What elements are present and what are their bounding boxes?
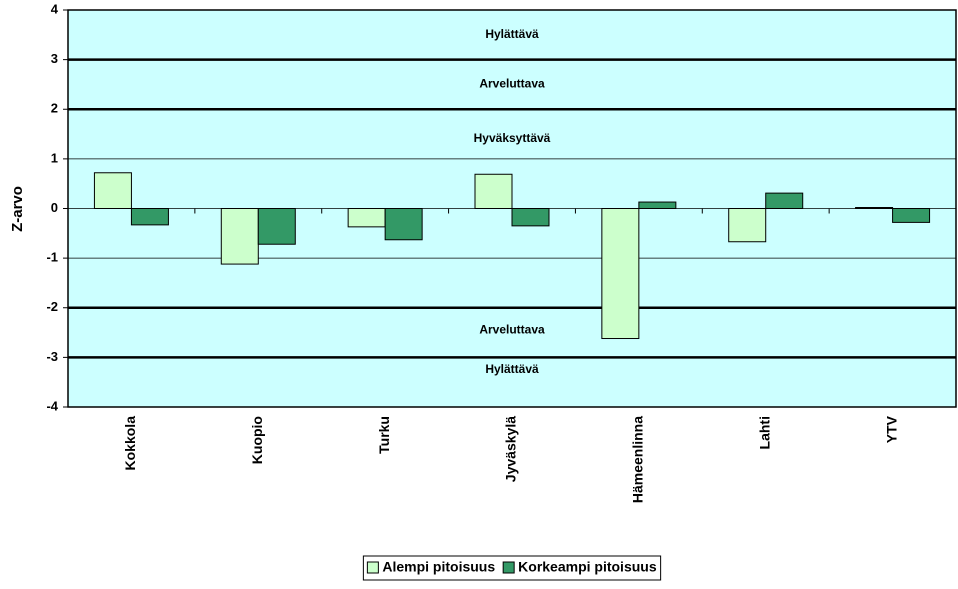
legend-swatch <box>502 561 515 574</box>
y-tick-label: 2 <box>51 101 58 116</box>
bar <box>892 208 931 223</box>
y-tick-label: 0 <box>51 200 58 215</box>
y-tick-label: -4 <box>46 398 58 413</box>
bar <box>384 208 423 241</box>
legend-label: Korkeampi pitoisuus <box>518 559 657 575</box>
x-tick-label: Kuopio <box>249 416 265 464</box>
bar <box>728 208 767 243</box>
x-tick-label: Lahti <box>756 416 772 449</box>
zone-label: Hylättävä <box>485 27 539 41</box>
bar <box>347 208 386 228</box>
bar <box>601 208 640 340</box>
y-tick-label: 3 <box>51 51 58 66</box>
bar <box>638 201 677 210</box>
x-tick-label: Kokkola <box>122 416 138 471</box>
bar <box>257 208 296 245</box>
y-tick-label: -1 <box>46 250 58 265</box>
y-tick-label: 1 <box>51 150 58 165</box>
x-tick-label: YTV <box>883 415 899 443</box>
legend-label: Alempi pitoisuus <box>382 559 495 575</box>
zone-label: Arveluttava <box>479 322 545 336</box>
bar <box>130 208 169 226</box>
y-tick-label: -2 <box>46 299 58 314</box>
legend-swatch <box>366 561 379 574</box>
bar <box>765 192 804 210</box>
x-tick-label: Turku <box>376 416 392 454</box>
zone-label: Hyväksyttävä <box>474 131 551 145</box>
y-tick-label: 4 <box>51 1 59 16</box>
zone-label: Arveluttava <box>479 77 545 91</box>
y-tick-label: -3 <box>46 349 58 364</box>
plot-border <box>67 9 957 408</box>
x-tick-label: Jyväskylä <box>503 416 519 482</box>
y-axis-label: Z-arvo <box>9 186 26 232</box>
bar <box>511 208 550 227</box>
zone-label: Hylättävä <box>485 362 539 376</box>
bar <box>220 208 259 265</box>
legend: Alempi pitoisuus Korkeampi pitoisuus <box>362 555 662 581</box>
bar <box>855 207 894 210</box>
x-tick-label: Hämeenlinna <box>630 416 646 503</box>
bar <box>474 173 513 209</box>
bar <box>93 172 132 210</box>
